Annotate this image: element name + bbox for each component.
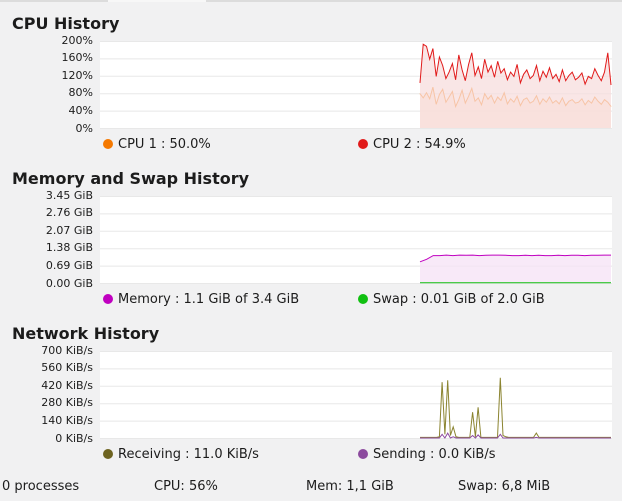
series-area-cpu-2 (420, 44, 611, 129)
network-history-chart (100, 351, 612, 439)
cpu-history-plot (100, 41, 612, 129)
series-area-memory (420, 255, 611, 283)
cpu-ytick: 80% (68, 86, 93, 99)
series-line-cpu-2 (420, 44, 611, 85)
legend-cpu-1[interactable]: CPU 1 : 50.0% (103, 137, 211, 153)
cpu-2-color-swatch[interactable] (358, 139, 368, 149)
swap-color-swatch[interactable] (358, 294, 368, 304)
cpu-ytick: 40% (68, 104, 93, 117)
legend-receiving[interactable]: Receiving : 11.0 KiB/s (103, 447, 259, 463)
memory-ytick: 3.45 GiB (45, 189, 93, 202)
legend-memory[interactable]: Memory : 1.1 GiB of 3.4 GiB (103, 292, 299, 308)
network-ytick: 140 KiB/s (41, 414, 93, 427)
legend-sending-label: Sending : 0.0 KiB/s (373, 447, 496, 462)
cpu-ytick: 0% (75, 122, 93, 135)
network-history-plot (100, 351, 612, 439)
memory-history-plot (100, 196, 612, 284)
cpu-ytick: 160% (61, 51, 93, 64)
legend-receiving-label: Receiving : 11.0 KiB/s (118, 447, 259, 462)
network-ytick: 0 KiB/s (55, 432, 93, 445)
sending-color-swatch[interactable] (358, 449, 368, 459)
memory-ytick: 2.07 GiB (45, 224, 93, 237)
network-ytick: 560 KiB/s (41, 361, 93, 374)
series-line-receiving (420, 378, 611, 438)
network-ytick: 700 KiB/s (41, 344, 93, 357)
network-ytick: 420 KiB/s (41, 379, 93, 392)
memory-ytick: 0.69 GiB (45, 259, 93, 272)
status-processes: 0 processes (2, 479, 80, 494)
series-line-sending (420, 433, 611, 438)
status-mem: Mem: 1,1 GiB (306, 479, 394, 494)
cpu-1-color-swatch[interactable] (103, 139, 113, 149)
legend-swap-label: Swap : 0.01 GiB of 2.0 GiB (373, 292, 545, 307)
memory-ytick: 0.00 GiB (45, 277, 93, 290)
active-tab-indicator[interactable] (108, 0, 206, 2)
cpu-history-chart (100, 41, 612, 129)
receiving-color-swatch[interactable] (103, 449, 113, 459)
cpu-history-title: CPU History (12, 14, 120, 33)
legend-cpu-2-label: CPU 2 : 54.9% (373, 137, 466, 152)
memory-history-title: Memory and Swap History (12, 169, 250, 188)
series-line-memory (420, 255, 611, 262)
status-swap: Swap: 6,8 MiB (458, 479, 551, 494)
cpu-ytick: 200% (61, 34, 93, 47)
memory-ytick: 1.38 GiB (45, 241, 93, 254)
legend-memory-label: Memory : 1.1 GiB of 3.4 GiB (118, 292, 300, 307)
cpu-ytick: 120% (61, 69, 93, 82)
memory-history-chart (100, 196, 612, 284)
tab-strip (0, 0, 622, 2)
legend-cpu-2[interactable]: CPU 2 : 54.9% (358, 137, 466, 153)
memory-ytick: 2.76 GiB (45, 206, 93, 219)
legend-sending[interactable]: Sending : 0.0 KiB/s (358, 447, 496, 463)
memory-color-swatch[interactable] (103, 294, 113, 304)
status-cpu: CPU: 56% (154, 479, 218, 494)
network-history-title: Network History (12, 324, 160, 343)
network-ytick: 280 KiB/s (41, 396, 93, 409)
legend-swap[interactable]: Swap : 0.01 GiB of 2.0 GiB (358, 292, 545, 308)
legend-cpu-1-label: CPU 1 : 50.0% (118, 137, 211, 152)
